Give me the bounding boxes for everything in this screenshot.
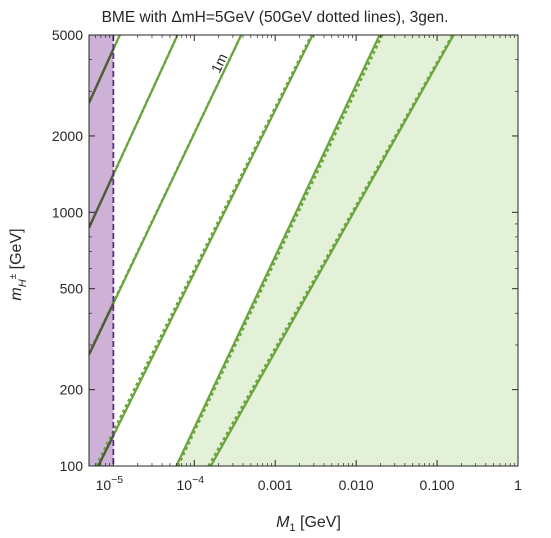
x-tick-label-exponent-1: −4 <box>192 474 204 486</box>
x-axis-label-part-1: 1 <box>289 522 295 534</box>
x-tick-label-1: 10−4 <box>177 474 205 493</box>
x-tick-label-0: 10−5 <box>96 474 124 493</box>
y-tick-label-3: 1000 <box>52 204 83 220</box>
x-tick-label-exponent-0: −5 <box>111 474 123 486</box>
y-tick-label-1: 200 <box>60 382 84 398</box>
contour-line-4 <box>97 35 314 466</box>
y-axis-label: mH± [GeV] <box>8 228 29 300</box>
annotation-label-1: 1m <box>208 51 231 75</box>
contour-line-5 <box>175 35 381 466</box>
plot-area: 1m <box>89 35 518 466</box>
contour-line-6 <box>209 35 455 466</box>
contour-line-excluded-3 <box>89 302 115 356</box>
x-tick-label-4: 0.100 <box>420 477 455 493</box>
excluded-region <box>89 35 114 466</box>
contour-line-excluded-1 <box>89 48 115 104</box>
contour-line-dotted-5 <box>176 35 384 466</box>
y-tick-label-2: 500 <box>60 281 84 297</box>
x-tick-label-3: 0.010 <box>339 477 374 493</box>
contour-line-excluded-4 <box>97 435 115 466</box>
y-axis-label-part-2: ± <box>8 273 19 279</box>
x-axis-label-part-0: M <box>276 514 290 531</box>
x-axis-label-part-2: [GeV] <box>296 514 341 531</box>
y-axis-label-part-1: H <box>17 279 29 287</box>
y-tick-label-4: 2000 <box>52 128 83 144</box>
chart-title: BME with ΔmH=5GeV (50GeV dotted lines), … <box>102 9 449 26</box>
contour-line-dotted-6 <box>207 35 454 466</box>
y-axis-label-part-0: m <box>8 287 25 300</box>
x-axis-label: M1 [GeV] <box>276 514 341 534</box>
contour-line-dotted-4 <box>94 35 313 466</box>
contour-line-3 <box>89 35 243 356</box>
plot-frame <box>88 34 519 467</box>
y-tick-label-0: 100 <box>60 458 84 474</box>
x-tick-label-2: 0.001 <box>258 477 293 493</box>
allowed-region <box>176 35 518 466</box>
axes: 10−5 10−4 0.001 0.010 0.100 1 100 200 500 1000 200… <box>8 27 522 534</box>
y-axis-label-part-3: [GeV] <box>8 228 25 273</box>
x-tick-label-5: 1 <box>514 477 522 493</box>
contour-line-excluded-2 <box>89 174 115 229</box>
y-tick-label-5: 5000 <box>52 27 83 43</box>
